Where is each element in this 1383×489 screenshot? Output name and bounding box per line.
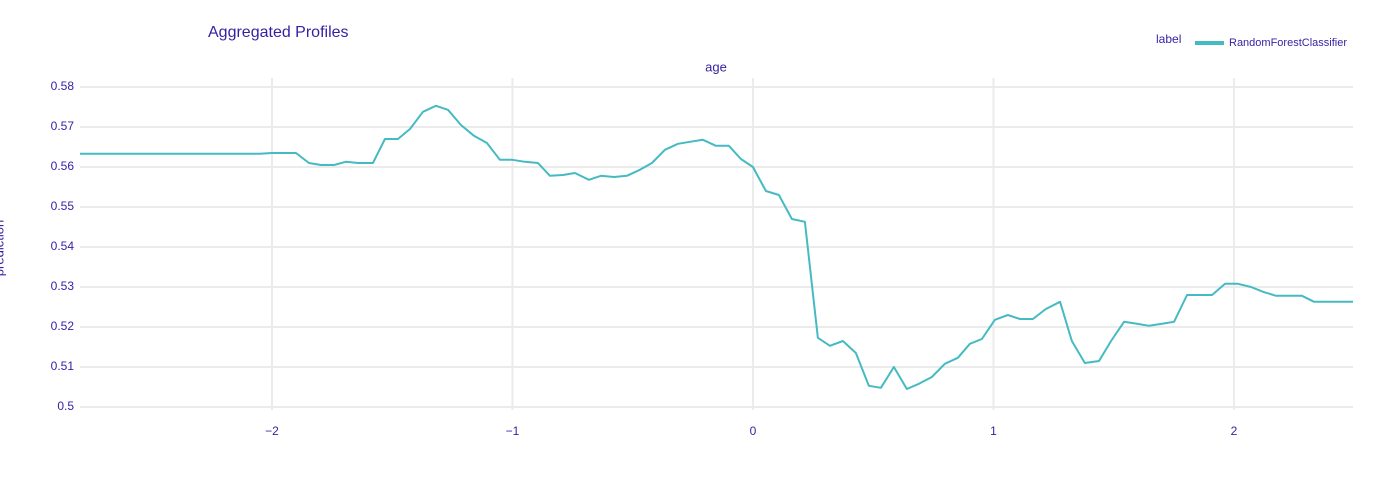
x-tick-label: −1 xyxy=(506,424,520,438)
y-tick-label: 0.53 xyxy=(51,279,75,293)
x-tick-label: 1 xyxy=(990,424,997,438)
y-tick-label: 0.58 xyxy=(51,79,75,93)
line-series xyxy=(80,104,1353,390)
y-tick-label: 0.55 xyxy=(51,199,75,213)
x-tick-label: 2 xyxy=(1231,424,1238,438)
chart-title: Aggregated Profiles xyxy=(208,24,349,41)
y-tick-label: 0.56 xyxy=(51,159,75,173)
x-tick-label: 0 xyxy=(750,424,757,438)
y-tick-label: 0.51 xyxy=(51,359,75,373)
facet-title: age xyxy=(705,59,727,74)
y-tick-label: 0.54 xyxy=(51,239,75,253)
x-tick-label: −2 xyxy=(265,424,279,438)
y-axis-label: prediction xyxy=(0,220,6,276)
legend-title: label xyxy=(1156,32,1181,46)
y-tick-label: 0.5 xyxy=(57,399,74,413)
y-tick-label: 0.57 xyxy=(51,119,75,133)
y-tick-label: 0.52 xyxy=(51,319,75,333)
legend-label: RandomForestClassifier xyxy=(1229,37,1347,49)
